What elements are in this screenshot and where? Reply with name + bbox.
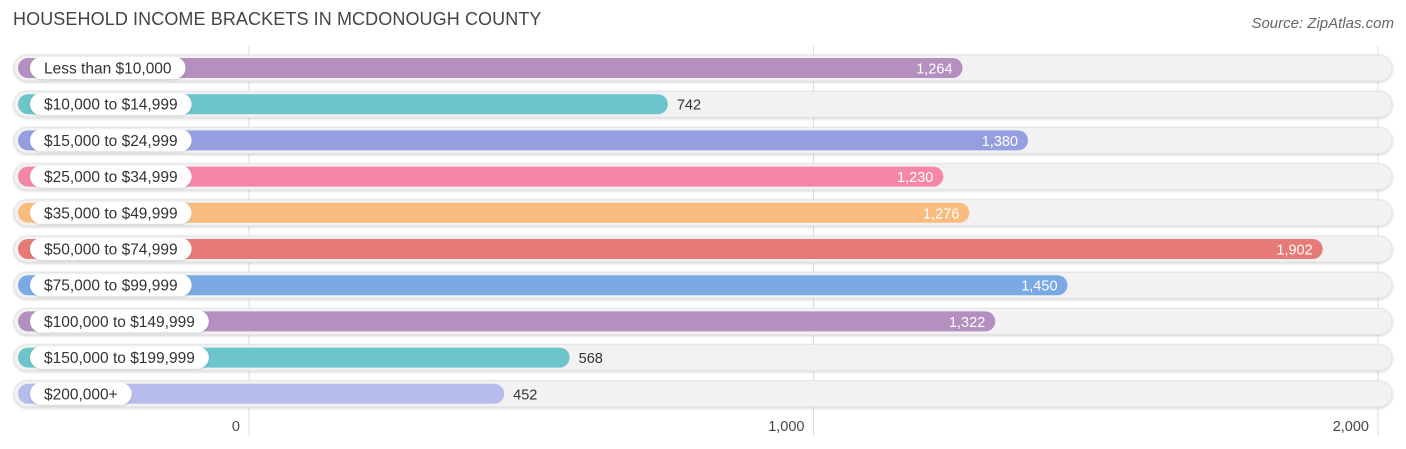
bar (18, 275, 1068, 296)
category-label: $15,000 to $24,999 (44, 133, 178, 150)
value-label: 1,380 (982, 134, 1018, 150)
chart-title: HOUSEHOLD INCOME BRACKETS IN MCDONOUGH C… (13, 9, 542, 29)
value-label: 1,230 (897, 170, 933, 186)
value-label: 1,322 (949, 315, 985, 331)
value-label: 1,450 (1021, 279, 1057, 295)
bar-row: $35,000 to $49,999 1,276 (13, 199, 1393, 227)
category-label-pill (30, 346, 209, 369)
bar-row: $50,000 to $74,999 1,902 (13, 235, 1393, 263)
category-label-pill (30, 201, 192, 224)
category-label: $100,000 to $149,999 (44, 314, 195, 331)
value-label: 1,902 (1276, 243, 1312, 259)
category-label: $10,000 to $14,999 (44, 97, 178, 114)
bar-row: $150,000 to $199,999 568 (13, 344, 1393, 372)
bar (18, 166, 944, 187)
bar-row: $200,000+ 452 (13, 380, 1393, 408)
category-label-pill (30, 238, 192, 260)
bar (18, 383, 505, 404)
bar-row: $15,000 to $24,999 1,380 (13, 126, 1393, 154)
category-label: $35,000 to $49,999 (44, 205, 178, 222)
bar-row: $25,000 to $34,999 1,230 (13, 163, 1393, 191)
value-label: 568 (579, 351, 603, 367)
category-label-pill (30, 274, 192, 297)
category-label: $200,000+ (44, 386, 118, 403)
category-label-pill (30, 93, 192, 116)
bar-row: $100,000 to $149,999 1,322 (13, 307, 1393, 335)
category-label-pill (30, 382, 132, 405)
x-tick-label: 2,000 (1333, 419, 1369, 435)
bar (18, 130, 1029, 151)
category-label-pill (30, 165, 192, 188)
category-label: Less than $10,000 (44, 61, 172, 78)
value-label: 742 (677, 98, 701, 114)
bar (18, 239, 1323, 259)
category-label-pill (30, 57, 186, 79)
x-tick-label: 0 (232, 419, 240, 435)
bar-row: $10,000 to $14,999 742 (13, 90, 1393, 118)
category-label-pill (30, 129, 192, 152)
category-label-pill (30, 310, 209, 333)
category-label: $75,000 to $99,999 (44, 278, 178, 295)
x-tick-label: 1,000 (768, 419, 804, 435)
category-label: $50,000 to $74,999 (44, 242, 178, 259)
bar (18, 202, 970, 223)
bar (18, 58, 963, 78)
bar-row: Less than $10,000 1,264 (13, 54, 1393, 82)
bar (18, 311, 996, 332)
category-label: $150,000 to $199,999 (44, 350, 195, 367)
category-label: $25,000 to $34,999 (44, 169, 178, 186)
source-note: Source: ZipAtlas.com (1251, 15, 1394, 32)
bar-row: $75,000 to $99,999 1,450 (13, 271, 1393, 299)
value-label: 452 (513, 387, 537, 403)
value-label: 1,264 (916, 62, 952, 78)
value-label: 1,276 (923, 206, 959, 222)
